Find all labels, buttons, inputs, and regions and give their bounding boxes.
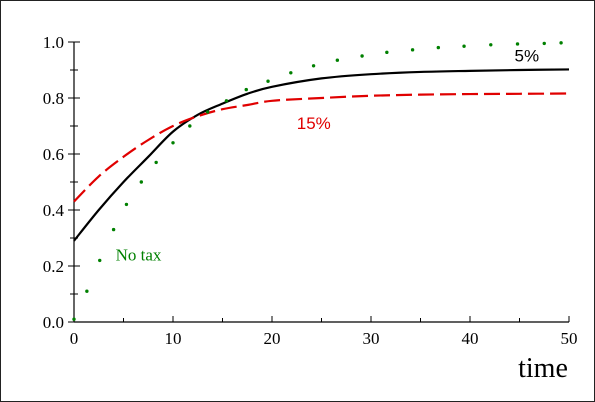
series-no-tax-point: [462, 44, 466, 48]
series-5-line: [73, 68, 570, 242]
y-tick-label: 0.4: [43, 201, 65, 220]
series-no-tax-point: [171, 141, 175, 145]
x-tick-label: 50: [561, 329, 578, 348]
x-tick-label: 40: [462, 329, 479, 348]
annotation-label: 5%: [515, 47, 540, 66]
series-no-tax-point: [154, 160, 158, 165]
series-no-tax-point: [515, 42, 520, 46]
x-tick-label: 20: [264, 329, 281, 348]
series-no-tax-point: [385, 50, 389, 55]
x-axis-title: time: [518, 353, 568, 384]
x-tick-label: 0: [70, 329, 79, 348]
series-no-tax-point: [542, 41, 546, 46]
annotation-label: No tax: [116, 245, 162, 264]
series-no-tax-point: [188, 124, 192, 128]
series-15-line: [73, 92, 570, 203]
annotations: 5% 15% No tax: [116, 47, 540, 265]
series-no-tax-point: [360, 54, 364, 58]
series-no-tax-point: [205, 110, 210, 114]
x-tick-label: 10: [165, 329, 182, 348]
series-no-tax-point: [124, 202, 129, 207]
series-no-tax-point: [98, 258, 102, 263]
y-tick-label: 0.2: [43, 257, 64, 276]
series-no-tax-point: [111, 227, 116, 232]
y-tick-label: 0.8: [43, 89, 64, 108]
series-no-tax-point: [489, 43, 493, 47]
series-no-tax-point: [244, 87, 248, 92]
series-no-tax-point: [311, 64, 316, 68]
series-no-tax-point: [410, 48, 415, 52]
series-no-tax-point: [85, 289, 89, 293]
y-tick-label: 0.6: [43, 145, 64, 164]
axes: 0 10 20 30 40 50 0.0 0.2 0.4 0.6 0.8 1.0 time: [43, 33, 578, 384]
y-tick-label: 0.0: [43, 313, 64, 332]
series-no-tax-point: [436, 45, 441, 50]
y-tick-label: 1.0: [43, 33, 64, 52]
series-no-tax-point: [224, 99, 229, 103]
annotation-label: 15%: [297, 114, 331, 133]
series-no-tax-point: [266, 79, 270, 83]
series-no-tax-point: [335, 58, 340, 62]
series-no-tax-point: [289, 71, 293, 75]
series-no-tax-point: [72, 317, 76, 321]
series-no-tax-point: [559, 41, 563, 45]
x-tick-label: 30: [363, 329, 380, 348]
series-no-tax-point: [139, 180, 144, 184]
plot-area: [72, 41, 570, 321]
